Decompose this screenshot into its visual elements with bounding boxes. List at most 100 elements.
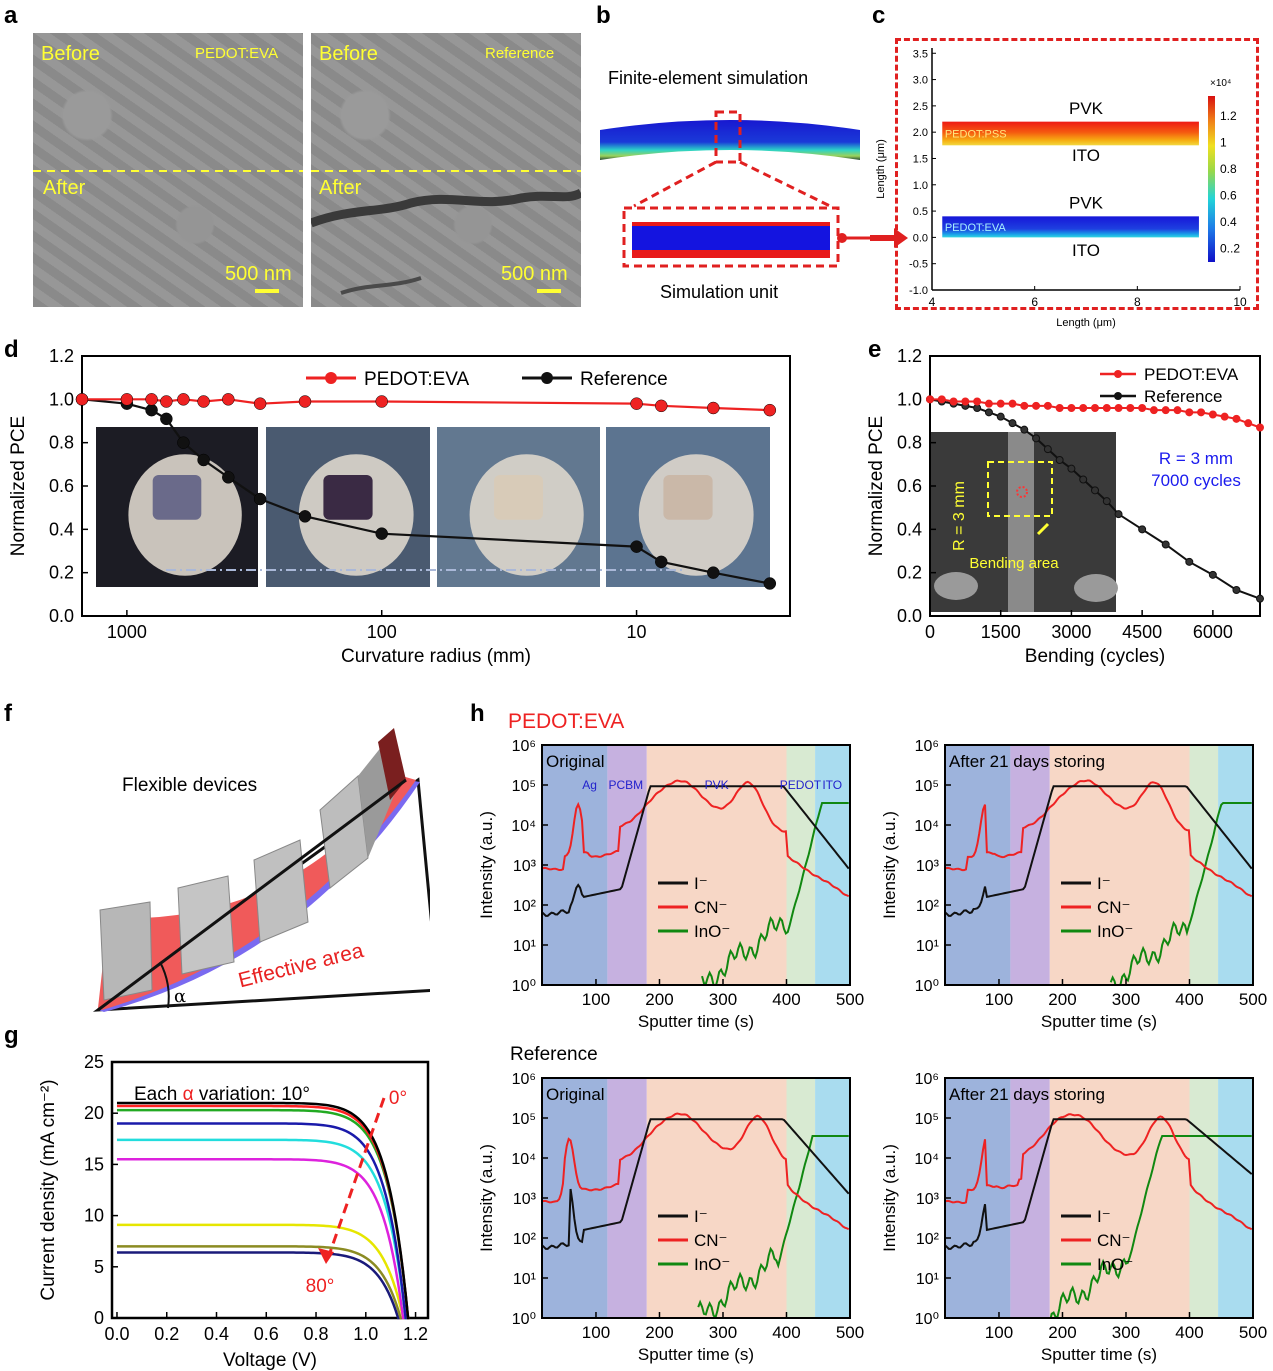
data-point — [177, 436, 190, 449]
y-tick-label: 10³ — [513, 858, 537, 875]
y-tick-label: 10⁵ — [915, 778, 939, 795]
x-tick-label: 10 — [627, 622, 647, 642]
pedot-eva-band — [942, 216, 1199, 238]
legend-marker — [541, 372, 553, 384]
y-axis-label: Intensity (a.u.) — [477, 1144, 496, 1252]
x-tick-label: 0.2 — [154, 1324, 179, 1344]
y-axis-label: Normalized PCE — [8, 416, 29, 556]
data-point — [1138, 525, 1147, 534]
y-tick-label: 3.0 — [913, 75, 928, 87]
panel-label-c: c — [872, 2, 886, 29]
y-axis-label: Intensity (a.u.) — [880, 811, 899, 919]
x-tick-label: 0.6 — [254, 1324, 279, 1344]
subplot-title: After 21 days storing — [949, 1085, 1105, 1104]
jv-curve — [116, 1138, 407, 1320]
ito-label: ITO — [1072, 241, 1100, 260]
x-tick-label: 8 — [1134, 295, 1141, 309]
x-axis-label: Voltage (V) — [223, 1350, 317, 1371]
series-line — [1109, 802, 1252, 985]
trend-arrow — [324, 1097, 386, 1265]
subplot-title: After 21 days storing — [949, 752, 1105, 771]
data-point — [375, 527, 388, 540]
data-point — [1114, 404, 1123, 412]
layer-band — [646, 1078, 787, 1318]
sem-image-pedot-eva: Before PEDOT:EVA After 500 nm — [33, 33, 303, 307]
y-tick-label: 1.0 — [897, 389, 922, 409]
data-point — [763, 403, 777, 417]
x-axis-label: Curvature radius (mm) — [341, 646, 531, 667]
data-point — [707, 401, 720, 415]
data-point — [1208, 570, 1217, 579]
data-point — [1232, 586, 1241, 594]
y-tick-label: 0.4 — [897, 519, 922, 539]
series-group — [542, 1112, 850, 1318]
x-tick-label: 1.0 — [353, 1324, 378, 1344]
layer-band — [1049, 1078, 1190, 1318]
subplot-title: Original — [546, 752, 605, 771]
colorbar-tick-label: 1 — [1220, 135, 1227, 149]
pedot-pss-label: PEDOT:PSS — [945, 128, 1007, 140]
legend-label: I⁻ — [694, 1207, 708, 1226]
simulation-unit-label: Simulation unit — [660, 282, 779, 302]
colorbar-tick-label: 1.2 — [1220, 109, 1237, 123]
y-tick-label: 0.2 — [897, 563, 922, 583]
x-tick-label: 500 — [1239, 990, 1267, 1009]
series-line — [542, 785, 850, 917]
jv-curve — [116, 1122, 407, 1320]
data-point — [1032, 434, 1041, 443]
x-tick-label: 10 — [1233, 295, 1247, 309]
y-tick-label: 20 — [84, 1103, 104, 1123]
data-point — [1043, 445, 1052, 454]
x-tick-label: 300 — [709, 990, 737, 1009]
data-point — [996, 399, 1005, 408]
y-tick-label: 0.0 — [49, 606, 74, 626]
data-point — [1091, 404, 1099, 412]
y-tick-label: 2.0 — [913, 127, 928, 139]
device-shape — [152, 475, 202, 520]
data-point — [655, 555, 668, 569]
colorbar-tick-label: 0..2 — [1220, 242, 1240, 256]
angle-0-label: 0° — [389, 1088, 407, 1109]
x-tick-label: 200 — [645, 990, 673, 1009]
pedot-eva-label: PEDOT:EVA — [945, 222, 1007, 234]
y-tick-label: 1.5 — [913, 153, 928, 165]
y-tick-label: 10¹ — [916, 938, 939, 955]
data-point — [1067, 404, 1076, 412]
cycles-note: 7000 cycles — [1151, 471, 1241, 490]
data-point — [1067, 464, 1076, 473]
bending-area-box — [987, 461, 1053, 517]
x-axis-label: Bending (cycles) — [1025, 646, 1165, 667]
pedot-pss-band — [942, 121, 1199, 146]
y-tick-label: 10² — [916, 898, 940, 915]
plot-frame — [110, 1060, 430, 1320]
data-point — [1244, 419, 1253, 428]
x-tick-label: 1000 — [107, 622, 147, 642]
group-label-pedot-eva: PEDOT:EVA — [508, 710, 625, 733]
data-point — [763, 577, 777, 590]
scale-bar-label: 500 nm — [225, 263, 292, 285]
y-axis-label: Intensity (a.u.) — [880, 1144, 899, 1252]
tof-sims-eva-original: 10⁰ 10¹ 10² 10³ 10⁴ 10⁵ 10⁶ 100 200 300 400 500 Sput… — [477, 738, 864, 1031]
legend-label: Reference — [1144, 387, 1222, 406]
legend-label: CN⁻ — [1097, 898, 1131, 917]
y-tick-label: 3.5 — [913, 48, 928, 60]
inset-knob — [1074, 574, 1118, 602]
y-tick-label: 10⁶ — [512, 738, 536, 755]
x-axis-label: Sputter time (s) — [638, 1345, 754, 1364]
data-point — [1043, 401, 1052, 410]
layer-band — [945, 1078, 1011, 1318]
y-tick-label: 0.0 — [913, 232, 928, 244]
x-tick-label: 1500 — [981, 622, 1021, 642]
data-point — [926, 395, 934, 404]
legend-label: PEDOT:EVA — [1144, 365, 1239, 384]
x-tick-label: 0.0 — [104, 1324, 129, 1344]
group-label-reference: Reference — [510, 1044, 598, 1065]
series-line — [697, 1135, 849, 1318]
y-tick-label: 0.6 — [49, 476, 74, 496]
bending-area-label: Bending area — [969, 555, 1059, 572]
panel-label-e: e — [868, 336, 882, 363]
legend-label: I⁻ — [1097, 1207, 1111, 1226]
data-point — [1197, 408, 1206, 417]
y-tick-label: 10⁶ — [915, 738, 939, 755]
